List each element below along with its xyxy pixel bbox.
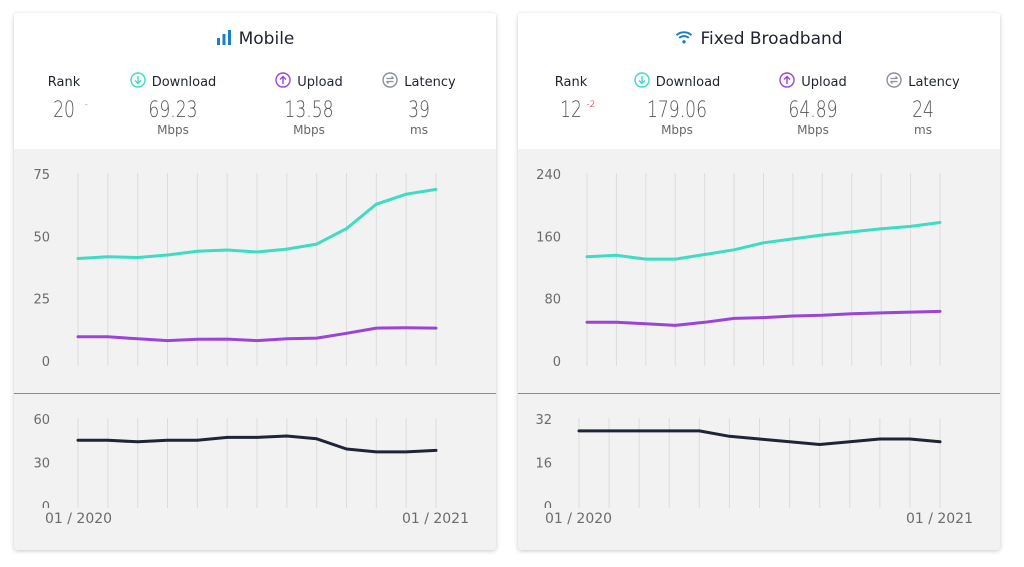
upload-icon — [275, 72, 297, 92]
signal-bars-icon — [216, 29, 232, 50]
date-start: 01 / 2020 — [545, 511, 613, 527]
fixed-latency: Latency 24 ms — [868, 72, 978, 137]
fixed-latency-chart: 0 16 32 — [535, 413, 942, 508]
date-end: 01 / 2021 — [401, 511, 469, 527]
download-series-line — [585, 221, 942, 261]
mobile-upload: Upload 13.58 Mbps — [254, 72, 364, 137]
y-tick-label: 75 — [33, 168, 50, 183]
upload-series-line — [76, 326, 438, 343]
fixed-title-text: Fixed Broadband — [700, 29, 843, 49]
rank-change: - — [84, 100, 88, 110]
fixed-broadband-card: Fixed Broadband Rank 12 -2 Download 179.… — [518, 13, 1000, 550]
mobile-latency-chart: 0 30 60 — [33, 413, 438, 508]
latency-unit: ms — [914, 123, 932, 137]
latency-series-line — [577, 429, 942, 446]
fixed-header: Fixed Broadband Rank 12 -2 Download 179.… — [518, 13, 1000, 149]
upload-unit: Mbps — [797, 123, 829, 137]
download-label: Download — [151, 74, 217, 90]
mobile-header: Mobile Rank 20 - Download 69.23 Mbps — [14, 13, 496, 149]
mobile-latency: Latency 39 ms — [364, 72, 474, 137]
y-tick-label: 16 — [535, 457, 552, 472]
y-tick-label: 60 — [33, 413, 50, 428]
latency-label: Latency — [404, 74, 456, 90]
download-value: 69.23 — [148, 98, 198, 123]
mobile-download: Download 69.23 Mbps — [118, 72, 228, 137]
upload-label: Upload — [801, 74, 847, 90]
download-label: Download — [655, 74, 721, 90]
download-icon — [633, 72, 656, 92]
download-unit: Mbps — [661, 123, 693, 137]
rank-value: 20 — [53, 98, 75, 123]
date-end: 01 / 2021 — [905, 511, 973, 527]
fixed-download: Download 179.06 Mbps — [622, 72, 732, 137]
chart-divider — [518, 393, 1000, 394]
latency-value: 24 — [912, 98, 934, 123]
fixed-title: Fixed Broadband — [518, 27, 1000, 51]
upload-series-line — [585, 309, 942, 327]
upload-unit: Mbps — [293, 123, 325, 137]
upload-icon — [779, 72, 801, 92]
y-tick-label: 80 — [544, 293, 561, 308]
y-tick-label: 0 — [544, 500, 552, 508]
upload-label: Upload — [297, 74, 343, 90]
fixed-speed-chart: 0 80 160 240 — [536, 168, 942, 370]
download-icon — [129, 72, 152, 92]
y-tick-label: 32 — [535, 413, 552, 428]
upload-value: 64.89 — [788, 98, 838, 123]
mobile-rank: Rank 20 - — [14, 73, 119, 125]
y-tick-label: 240 — [536, 168, 561, 183]
mobile-title-text: Mobile — [238, 29, 295, 49]
latency-unit: ms — [410, 123, 428, 137]
mobile-title: Mobile — [14, 27, 496, 51]
y-tick-label: 30 — [33, 457, 50, 472]
fixed-rank: Rank 12 -2 — [518, 73, 626, 125]
fixed-upload: Upload 64.89 Mbps — [758, 72, 868, 137]
latency-icon — [886, 72, 908, 92]
download-unit: Mbps — [157, 123, 189, 137]
wifi-icon — [675, 29, 693, 50]
latency-value: 39 — [408, 98, 430, 123]
rank-value: 12 — [560, 98, 582, 123]
download-value: 179.06 — [646, 98, 708, 123]
mobile-card: Mobile Rank 20 - Download 69.23 Mbps — [14, 13, 496, 550]
chart-divider — [14, 393, 496, 394]
download-series-line — [76, 187, 438, 260]
rank-label: Rank — [47, 74, 81, 90]
mobile-speed-chart: 0 25 50 75 — [33, 168, 438, 370]
date-start: 01 / 2020 — [45, 511, 113, 527]
latency-icon — [382, 72, 404, 92]
y-tick-label: 50 — [33, 230, 50, 245]
y-tick-label: 160 — [536, 230, 561, 245]
rank-label: Rank — [554, 74, 588, 90]
upload-value: 13.58 — [284, 98, 334, 123]
y-tick-label: 0 — [42, 355, 50, 370]
rank-change: -2 — [586, 100, 596, 110]
y-tick-label: 25 — [33, 293, 50, 308]
y-tick-label: 0 — [553, 355, 561, 370]
latency-label: Latency — [908, 74, 960, 90]
y-tick-label: 0 — [42, 500, 50, 508]
